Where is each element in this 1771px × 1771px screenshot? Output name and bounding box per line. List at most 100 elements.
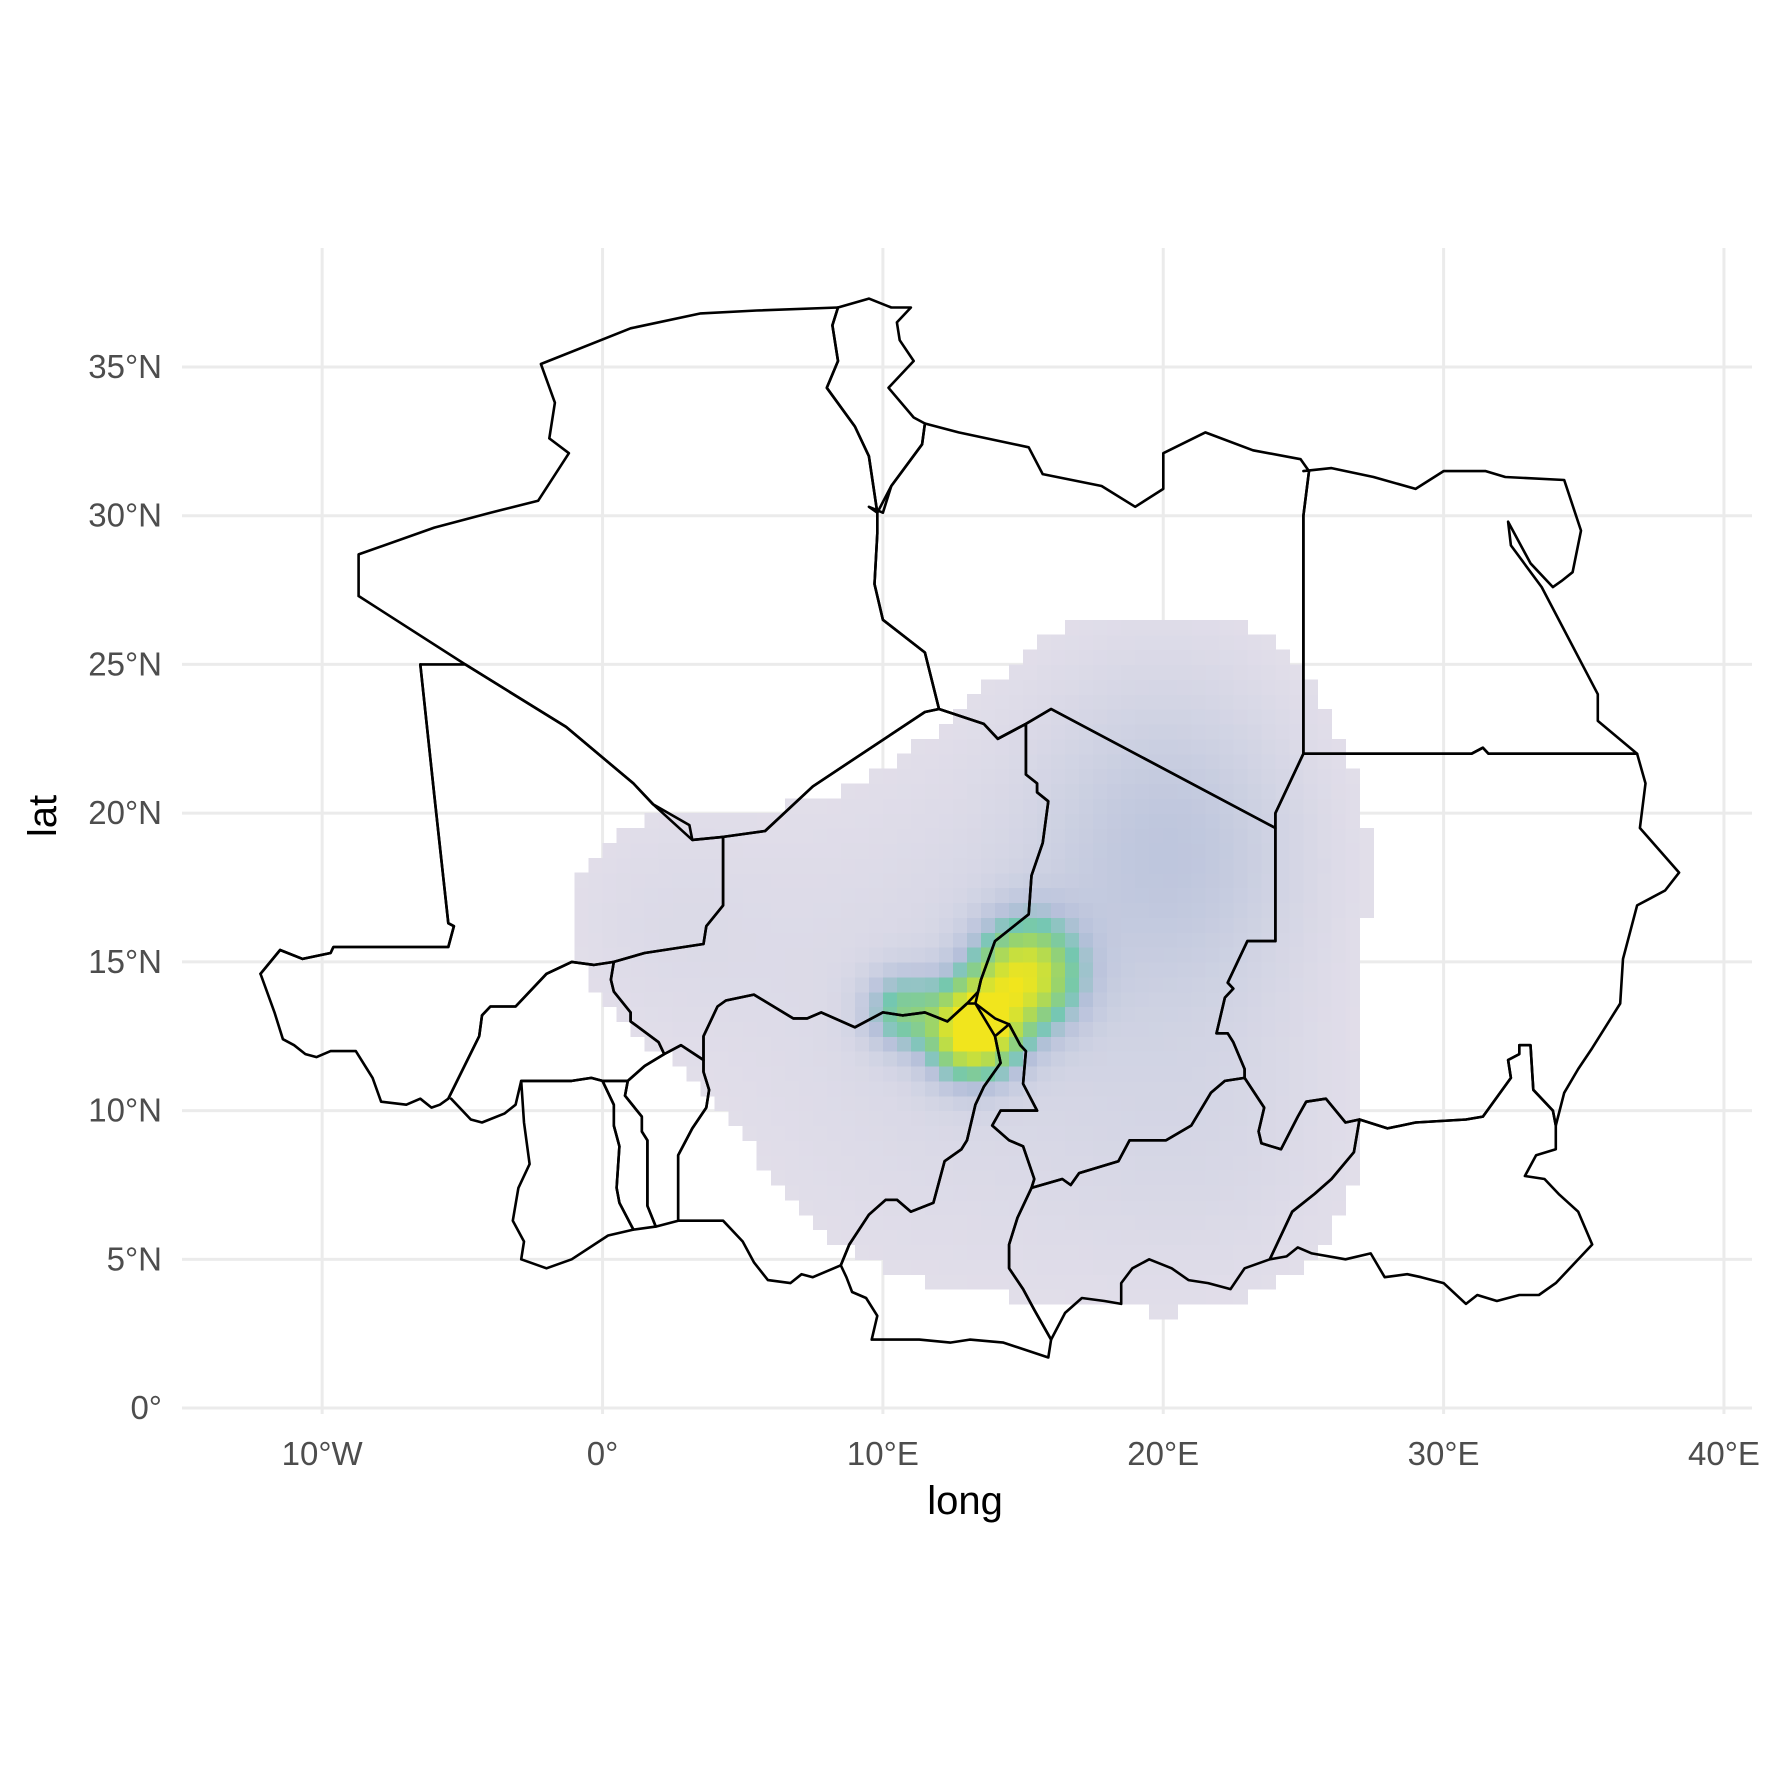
density-cell xyxy=(1247,694,1262,710)
density-cell xyxy=(1149,813,1164,829)
density-cell xyxy=(1121,947,1136,963)
density-cell xyxy=(910,828,926,844)
density-cell xyxy=(1275,1170,1290,1186)
border-south-sudan xyxy=(1268,1043,1594,1306)
density-cell xyxy=(1233,679,1248,695)
density-cell xyxy=(953,1051,968,1067)
density-cell xyxy=(1037,753,1052,770)
density-cell xyxy=(1289,798,1304,814)
density-cell xyxy=(1177,738,1192,755)
density-cell xyxy=(1149,723,1164,740)
density-cell xyxy=(939,1125,954,1141)
density-cell xyxy=(854,1229,870,1246)
density-cell xyxy=(742,857,758,874)
density-cell xyxy=(1261,1021,1276,1037)
density-cell xyxy=(882,857,898,874)
density-cell xyxy=(798,902,814,918)
density-cell xyxy=(924,1229,940,1246)
density-cell xyxy=(1345,1051,1361,1067)
density-cell xyxy=(616,872,632,889)
density-cell xyxy=(826,857,842,874)
density-cell xyxy=(1233,768,1248,784)
density-cell xyxy=(882,887,898,903)
density-cell xyxy=(756,1155,772,1171)
density-cell xyxy=(728,872,744,889)
density-cell xyxy=(812,917,828,933)
density-cell xyxy=(1107,976,1122,993)
density-cell xyxy=(1065,1080,1080,1097)
density-cell xyxy=(1359,887,1375,903)
density-cell xyxy=(1051,828,1066,844)
density-cell xyxy=(1037,664,1052,680)
density-cell xyxy=(1191,1006,1206,1022)
density-cell xyxy=(1219,664,1234,680)
density-cell xyxy=(910,813,926,829)
density-cell xyxy=(812,1125,828,1141)
density-cell xyxy=(1093,694,1108,710)
density-cell xyxy=(953,798,968,814)
density-cell xyxy=(1233,1170,1248,1186)
density-cell xyxy=(1051,872,1066,889)
density-cell xyxy=(1135,813,1150,829)
density-cell xyxy=(1093,619,1108,636)
density-cell xyxy=(1051,813,1066,829)
density-cell xyxy=(700,842,716,859)
density-cell xyxy=(967,813,982,829)
density-cell xyxy=(756,813,772,829)
density-cell xyxy=(1205,828,1220,844)
density-cell xyxy=(616,902,632,918)
density-cell xyxy=(840,857,856,874)
density-cell xyxy=(1121,798,1136,814)
density-cell xyxy=(910,1170,926,1186)
density-cell xyxy=(644,932,660,948)
density-cell xyxy=(924,1021,940,1037)
density-cell xyxy=(1219,947,1234,963)
density-cell xyxy=(967,961,982,978)
density-cell xyxy=(1149,1274,1164,1290)
density-cell xyxy=(1065,857,1080,874)
density-cell xyxy=(910,947,926,963)
density-cell xyxy=(1163,1006,1178,1022)
density-cell xyxy=(1107,1244,1122,1260)
density-cell xyxy=(686,857,702,874)
density-cell xyxy=(602,902,618,918)
density-cell xyxy=(1051,768,1066,784)
density-cell xyxy=(1289,723,1304,740)
density-cell xyxy=(1163,872,1178,889)
density-cell xyxy=(1275,828,1290,844)
density-cell xyxy=(1331,961,1347,978)
density-cell xyxy=(1163,1095,1178,1112)
density-cell xyxy=(798,872,814,889)
density-cell xyxy=(840,813,856,829)
density-cell xyxy=(1177,664,1192,680)
density-cell xyxy=(868,1244,884,1260)
density-cell xyxy=(1219,1289,1234,1305)
density-cell xyxy=(1065,1185,1080,1201)
density-cell xyxy=(896,1155,912,1171)
density-cell xyxy=(686,917,702,933)
density-cell xyxy=(924,1051,940,1067)
density-cell xyxy=(1163,619,1178,636)
density-cell xyxy=(1163,1140,1178,1156)
density-cell xyxy=(1009,932,1024,948)
density-cell xyxy=(1079,1006,1094,1022)
density-cell xyxy=(1233,1229,1248,1246)
density-cell xyxy=(714,902,730,918)
density-cell xyxy=(1149,1185,1164,1201)
density-cell xyxy=(1359,857,1375,874)
density-cell xyxy=(939,1170,954,1186)
density-cell xyxy=(1191,1051,1206,1067)
density-cell xyxy=(686,902,702,918)
density-cell xyxy=(840,1125,856,1141)
x-axis-title: long xyxy=(927,1479,1003,1523)
density-cell xyxy=(953,753,968,770)
density-cell xyxy=(826,1036,842,1052)
density-cell xyxy=(1023,932,1038,948)
density-cell xyxy=(1009,1110,1024,1127)
density-cell xyxy=(1233,649,1248,666)
density-cell xyxy=(1009,709,1024,725)
density-cell xyxy=(1219,1066,1234,1082)
density-cell xyxy=(784,1155,800,1171)
density-cell xyxy=(854,798,870,814)
density-cell xyxy=(812,961,828,978)
